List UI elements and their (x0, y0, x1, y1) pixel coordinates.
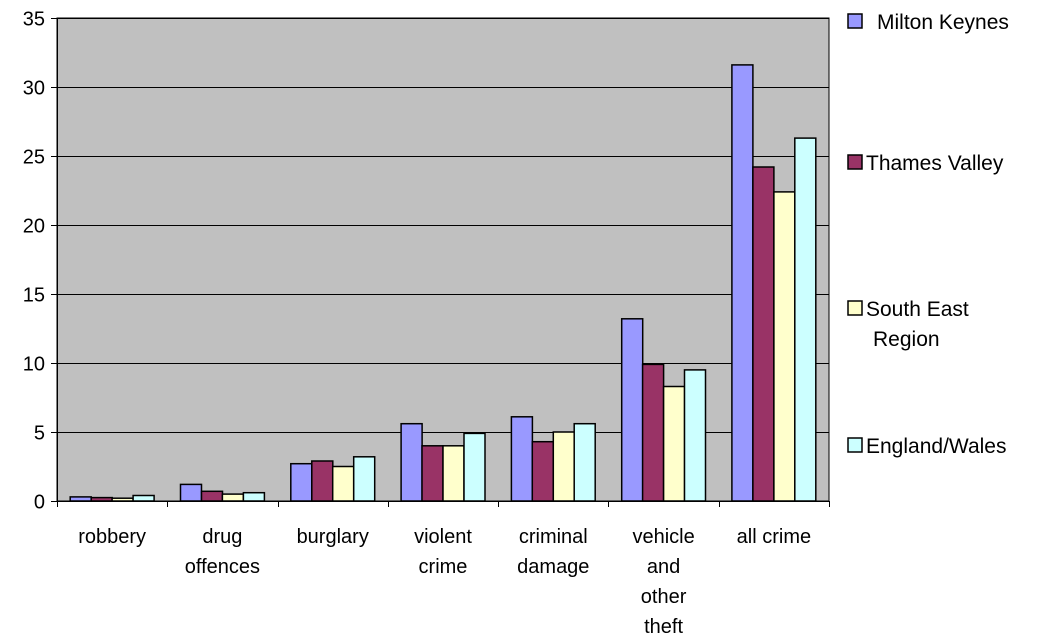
x-axis-categories: robbery drug offences burglary violent crime c… (57, 501, 830, 638)
legend-label: Milton Keynes (877, 11, 1009, 34)
legend-swatch (847, 154, 863, 170)
gridlines (57, 18, 829, 433)
bar-series-3-category-5 (683, 369, 707, 502)
legend-swatch (847, 437, 863, 453)
legend: Milton Keynes Thames Valley South East Regi… (847, 11, 1009, 458)
y-tick-label: 25 (23, 147, 45, 169)
axes (57, 18, 829, 502)
y-tick-label: 10 (23, 354, 45, 376)
legend-label: South East (866, 298, 969, 321)
plot-area (56, 17, 830, 502)
bar-series-0-category-0 (69, 496, 92, 502)
legend-swatch (847, 13, 863, 29)
bar-series-1-category-4 (531, 440, 555, 502)
x-category-label: drug (202, 526, 242, 548)
y-axis-ticks: 0 5 10 15 20 25 30 35 (23, 9, 57, 514)
bar-series-2-category-0 (111, 497, 134, 502)
bar-series-3-category-2 (352, 456, 376, 502)
bar-series-3-category-1 (242, 491, 266, 502)
y-tick-label: 5 (34, 423, 45, 445)
y-tick-label: 15 (23, 285, 45, 307)
bar-series-0-category-1 (179, 483, 203, 502)
y-tick-label: 35 (23, 9, 45, 31)
y-tick-label: 0 (34, 492, 45, 514)
x-category-label: crime (419, 556, 468, 578)
bars (69, 64, 817, 502)
bar-series-2-category-2 (331, 465, 355, 502)
x-category-label: other (641, 586, 687, 608)
x-category-label: theft (644, 616, 683, 638)
bar-series-1-category-2 (311, 460, 334, 502)
legend-label: Thames Valley (866, 152, 1004, 175)
x-category-label: robbery (78, 526, 146, 548)
y-tick-label: 20 (23, 216, 45, 238)
x-category-label: offences (185, 556, 260, 578)
bar-series-3-category-4 (573, 422, 596, 502)
legend-swatch (847, 300, 863, 316)
bar-series-2-category-1 (221, 493, 245, 502)
bar-series-1-category-6 (752, 166, 775, 502)
bar-series-3-category-6 (794, 137, 817, 502)
bar-series-0-category-2 (290, 462, 313, 502)
bar-series-0-category-6 (731, 64, 754, 502)
x-category-label: and (647, 556, 680, 578)
x-category-label: vehicle (632, 526, 694, 548)
bar-series-2-category-3 (442, 445, 465, 502)
x-category-label: criminal (519, 526, 588, 548)
bar-series-1-category-1 (200, 490, 224, 502)
y-tick-label: 30 (23, 78, 45, 100)
bar-series-1-category-0 (90, 496, 113, 502)
bar-series-0-category-3 (400, 422, 423, 502)
bar-series-1-category-3 (421, 445, 444, 502)
x-category-label: burglary (297, 526, 369, 548)
bar-series-2-category-4 (552, 431, 576, 502)
bar-series-0-category-4 (510, 416, 534, 502)
bar-series-0-category-5 (620, 318, 644, 502)
legend-label: England/Wales (866, 435, 1006, 458)
x-category-label: violent (414, 526, 472, 548)
bar-series-3-category-3 (463, 432, 486, 502)
bar-series-2-category-5 (662, 385, 686, 502)
bar-series-2-category-6 (773, 191, 796, 502)
bar-series-3-category-0 (132, 494, 155, 502)
x-category-label: all crime (737, 526, 811, 548)
x-category-label: damage (517, 556, 589, 578)
bar-series-1-category-5 (641, 363, 665, 502)
legend-label: Region (873, 328, 940, 351)
